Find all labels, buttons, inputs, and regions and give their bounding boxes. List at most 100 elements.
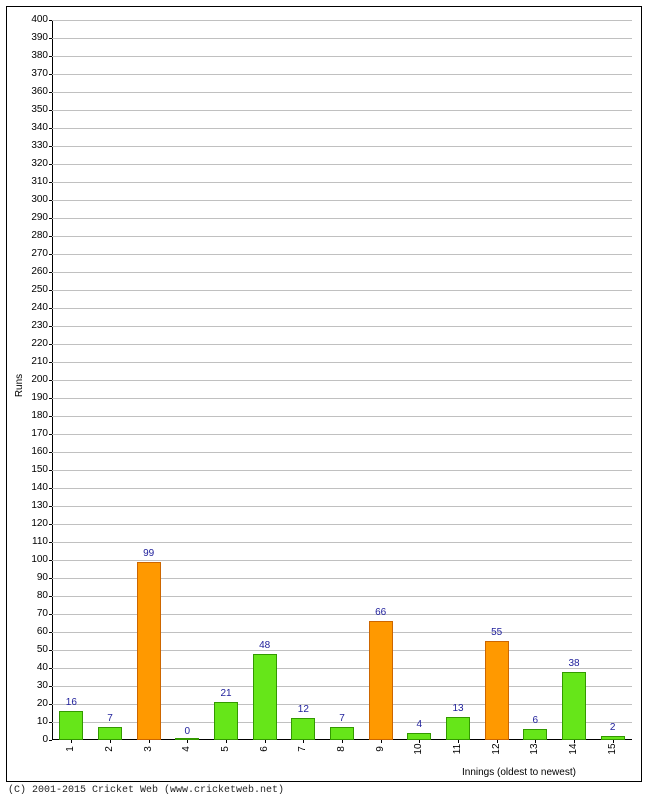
y-tick-mark	[49, 164, 52, 165]
bar-value-label: 2	[598, 722, 628, 733]
y-tick-mark	[49, 146, 52, 147]
gridline	[52, 344, 632, 345]
y-tick-label: 50	[18, 645, 48, 655]
gridline	[52, 488, 632, 489]
y-tick-mark	[49, 560, 52, 561]
copyright-text: (C) 2001-2015 Cricket Web (www.cricketwe…	[8, 785, 284, 796]
x-tick-mark	[497, 740, 498, 743]
bar-value-label: 55	[482, 627, 512, 638]
y-tick-mark	[49, 92, 52, 93]
y-tick-mark	[49, 632, 52, 633]
bar	[291, 718, 315, 740]
gridline	[52, 308, 632, 309]
y-tick-mark	[49, 488, 52, 489]
y-tick-mark	[49, 110, 52, 111]
y-tick-label: 260	[18, 267, 48, 277]
x-tick-mark	[187, 740, 188, 743]
y-tick-label: 280	[18, 231, 48, 241]
bar-value-label: 21	[211, 688, 241, 699]
gridline	[52, 200, 632, 201]
y-tick-mark	[49, 506, 52, 507]
x-tick-mark	[613, 740, 614, 743]
x-tick-mark	[226, 740, 227, 743]
plot-area: 167990214812766413556382	[52, 20, 632, 740]
gridline	[52, 524, 632, 525]
y-tick-mark	[49, 578, 52, 579]
y-tick-mark	[49, 290, 52, 291]
gridline	[52, 20, 632, 21]
y-tick-label: 150	[18, 465, 48, 475]
gridline	[52, 92, 632, 93]
y-tick-mark	[49, 74, 52, 75]
y-tick-mark	[49, 344, 52, 345]
y-tick-mark	[49, 524, 52, 525]
y-tick-mark	[49, 128, 52, 129]
bar-value-label: 99	[134, 548, 164, 559]
y-tick-label: 220	[18, 339, 48, 349]
gridline	[52, 254, 632, 255]
y-tick-mark	[49, 542, 52, 543]
y-tick-mark	[49, 254, 52, 255]
x-tick-mark	[342, 740, 343, 743]
y-tick-label: 330	[18, 141, 48, 151]
gridline	[52, 542, 632, 543]
bar-value-label: 12	[288, 704, 318, 715]
y-tick-label: 80	[18, 591, 48, 601]
y-tick-label: 160	[18, 447, 48, 457]
x-tick-mark	[303, 740, 304, 743]
x-axis-label: Innings (oldest to newest)	[462, 767, 576, 778]
bar-value-label: 38	[559, 658, 589, 669]
y-tick-label: 240	[18, 303, 48, 313]
y-tick-label: 0	[18, 735, 48, 745]
bar	[214, 702, 238, 740]
y-tick-label: 400	[18, 15, 48, 25]
bar-value-label: 7	[95, 713, 125, 724]
gridline	[52, 218, 632, 219]
bar	[59, 711, 83, 740]
y-tick-label: 350	[18, 105, 48, 115]
chart-container: 167990214812766413556382 Runs Innings (o…	[0, 0, 650, 800]
bar-value-label: 6	[520, 715, 550, 726]
gridline	[52, 380, 632, 381]
y-tick-label: 230	[18, 321, 48, 331]
y-tick-mark	[49, 650, 52, 651]
y-tick-label: 70	[18, 609, 48, 619]
y-tick-mark	[49, 452, 52, 453]
x-tick-mark	[71, 740, 72, 743]
gridline	[52, 236, 632, 237]
bar	[485, 641, 509, 740]
y-tick-label: 110	[18, 537, 48, 547]
y-tick-label: 180	[18, 411, 48, 421]
y-tick-mark	[49, 38, 52, 39]
x-tick-mark	[265, 740, 266, 743]
y-tick-mark	[49, 614, 52, 615]
x-tick-mark	[381, 740, 382, 743]
y-tick-mark	[49, 722, 52, 723]
y-tick-mark	[49, 20, 52, 21]
y-tick-label: 200	[18, 375, 48, 385]
y-tick-mark	[49, 200, 52, 201]
y-tick-label: 370	[18, 69, 48, 79]
y-tick-mark	[49, 740, 52, 741]
bar	[562, 672, 586, 740]
y-tick-label: 90	[18, 573, 48, 583]
y-tick-label: 250	[18, 285, 48, 295]
gridline	[52, 164, 632, 165]
y-tick-mark	[49, 362, 52, 363]
bar	[369, 621, 393, 740]
y-tick-label: 320	[18, 159, 48, 169]
y-tick-mark	[49, 218, 52, 219]
y-tick-mark	[49, 326, 52, 327]
x-tick-mark	[110, 740, 111, 743]
y-tick-label: 210	[18, 357, 48, 367]
gridline	[52, 452, 632, 453]
gridline	[52, 398, 632, 399]
y-tick-label: 170	[18, 429, 48, 439]
y-tick-label: 190	[18, 393, 48, 403]
y-tick-label: 380	[18, 51, 48, 61]
bar-value-label: 16	[56, 697, 86, 708]
bar-value-label: 0	[172, 726, 202, 737]
bar-value-label: 48	[250, 640, 280, 651]
bar	[137, 562, 161, 740]
x-tick-mark	[419, 740, 420, 743]
